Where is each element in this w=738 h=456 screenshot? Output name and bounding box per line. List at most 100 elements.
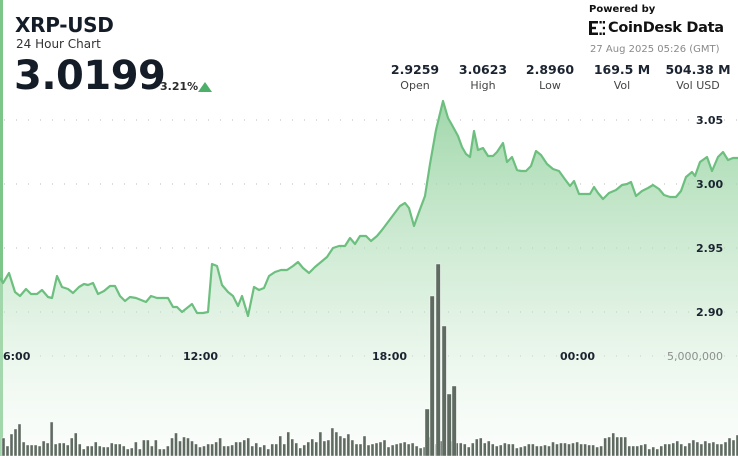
volume-bar [675, 440, 679, 456]
volume-bar [270, 443, 274, 456]
change-percent: 3.21% [160, 80, 199, 93]
volume-bar [394, 443, 399, 456]
coindesk-logo-icon [589, 21, 605, 35]
volume-bar [9, 433, 14, 456]
volume-bar [238, 441, 242, 456]
volume-bar [451, 385, 457, 456]
volume-bar [81, 448, 86, 456]
volume-bar [322, 440, 327, 456]
chart-subtitle: 24 Hour Chart [16, 37, 101, 51]
volume-bar [511, 443, 515, 456]
volume-bar [719, 443, 724, 456]
stat-label: Vol [613, 79, 631, 92]
volume-bar [663, 443, 667, 456]
volume-bar [611, 432, 615, 456]
volume-bar [178, 440, 182, 456]
volume-bar [69, 437, 74, 456]
volume-bar [250, 445, 254, 456]
stat-label: High [470, 79, 496, 92]
volume-bar [723, 441, 728, 456]
volume-bar [555, 443, 559, 456]
volume-bar [659, 445, 663, 456]
volume-bar [571, 442, 575, 456]
volume-bar [687, 442, 692, 456]
volume-bar [535, 445, 539, 456]
brand-name: CoinDesk Data [608, 20, 724, 36]
volume-bar [306, 441, 310, 456]
volume-bar [326, 439, 331, 456]
volume-bar [635, 445, 639, 456]
stat-label: Open [400, 79, 430, 92]
volume-bar [563, 442, 567, 456]
volume-bar [683, 445, 687, 456]
volume-bar [583, 443, 587, 456]
volume-bar [58, 442, 62, 456]
volume-bar [429, 295, 435, 456]
volume-bar [89, 445, 94, 456]
volume-bar [519, 446, 523, 456]
volume-bar [491, 443, 495, 456]
volume-bar [707, 442, 712, 456]
volume-bar [274, 443, 278, 456]
volume-bar [435, 263, 441, 456]
volume-bar [727, 437, 732, 456]
x-tick-label: 12:00 [183, 350, 218, 363]
volume-bar [715, 443, 720, 456]
volume-bar [479, 437, 483, 456]
stat-value: 2.8960 [525, 62, 575, 77]
volume-bar [531, 443, 535, 456]
volume-bar [599, 445, 603, 456]
x-axis-labels: 6:00 12:00 18:00 00:00 5,000,000 [3, 350, 723, 363]
volume-bars [1, 263, 738, 456]
brand-logo: CoinDesk Data [589, 20, 724, 36]
volume-bar [410, 442, 415, 456]
volume-bar [446, 393, 452, 456]
volume-bar [424, 408, 430, 456]
volume-bar [310, 438, 314, 456]
volume-bar [202, 445, 206, 456]
volume-bar [314, 441, 318, 456]
volume-bar [45, 442, 50, 456]
volume-bar [206, 443, 210, 456]
volume-bar [158, 448, 162, 456]
volume-bar [631, 445, 635, 456]
volume-bar [386, 446, 391, 456]
volume-bar [567, 443, 571, 456]
volume-bar [366, 444, 371, 456]
volume-bar [354, 443, 359, 456]
volume-bar [643, 443, 647, 456]
volume-bar [142, 439, 146, 456]
stat-value: 2.9259 [390, 62, 440, 77]
y-tick-label: 3.00 [696, 178, 723, 191]
stat-label: Vol USD [676, 79, 720, 92]
volume-bar [651, 446, 655, 456]
price-line [0, 99, 738, 318]
volume-bar [122, 445, 126, 456]
volume-bar [1, 437, 6, 456]
volume-bar [338, 435, 343, 456]
x-tick-label: 18:00 [372, 350, 407, 363]
stat-value: 3.0623 [458, 62, 508, 77]
volume-bar [587, 444, 591, 456]
volume-bar [402, 441, 407, 456]
volume-bar [266, 448, 270, 456]
volume-bar [390, 444, 395, 456]
volume-bar [190, 440, 194, 456]
volume-bar [487, 440, 491, 456]
volume-bar [691, 439, 696, 456]
volume-bar [703, 440, 708, 456]
volume-bar [25, 444, 30, 456]
left-accent-border [0, 0, 3, 456]
stat-label: Low [539, 79, 561, 92]
volume-bar [41, 440, 46, 456]
volume-bar [154, 439, 158, 456]
volume-bar [302, 444, 306, 456]
volume-bar [414, 445, 419, 456]
volume-bar [507, 443, 511, 456]
volume-bar [615, 436, 619, 456]
volume-bar [711, 441, 716, 456]
volume-bar [346, 433, 351, 456]
timestamp: 27 Aug 2025 05:26 (GMT) [590, 44, 720, 55]
y-tick-label: 2.95 [696, 242, 723, 255]
volume-bar [13, 428, 18, 456]
